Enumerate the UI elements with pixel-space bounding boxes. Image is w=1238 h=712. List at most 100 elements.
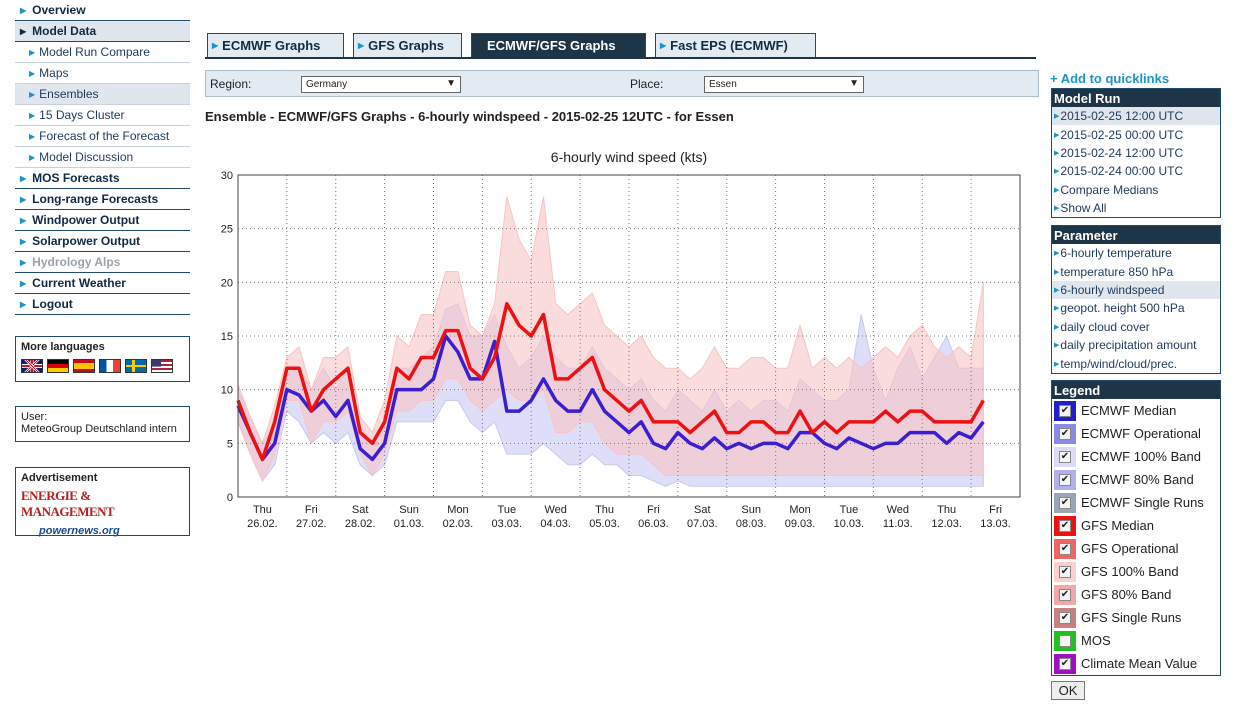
tab-arrow-icon: ▶	[660, 41, 667, 50]
nav-arrow-icon: ▶	[20, 236, 27, 246]
page-title: Ensemble - ECMWF/GFS Graphs - 6-hourly w…	[205, 109, 734, 124]
legend-item-gfs-operational[interactable]: ✔ GFS Operational	[1052, 537, 1220, 560]
model_run-items-item[interactable]: ▶ 2015-02-24 00:00 UTC	[1052, 162, 1220, 180]
legend-item-gfs-median[interactable]: ✔ GFS Median	[1052, 514, 1220, 537]
nav-item-windpower-output[interactable]: ▶ Windpower Output	[15, 210, 190, 231]
tab-underline	[205, 57, 1036, 59]
nav-item-current-weather[interactable]: ▶ Current Weather	[15, 273, 190, 294]
x-tick-date: 28.02.	[345, 518, 376, 530]
list-arrow-icon: ▶	[1054, 305, 1060, 313]
tab-label: ECMWF Graphs	[222, 38, 321, 53]
nav-item-logout[interactable]: ▶ Logout	[15, 294, 190, 315]
legend-item-climate-mean-value[interactable]: ✔ Climate Mean Value	[1052, 652, 1220, 675]
legend-checkbox[interactable]: ✔	[1059, 519, 1071, 532]
y-tick-label: 25	[221, 224, 233, 236]
nav-item-model-discussion[interactable]: ▶ Model Discussion	[15, 147, 190, 168]
parameter-items-item[interactable]: ▶ geopot. height 500 hPa	[1052, 299, 1220, 317]
parameter-items-item[interactable]: ▶ 6-hourly windspeed	[1052, 280, 1220, 300]
legend-item-gfs-single-runs[interactable]: ✔ GFS Single Runs	[1052, 606, 1220, 629]
flag-fr-icon[interactable]	[99, 359, 121, 373]
tab-fast-eps[interactable]: ▶ Fast EPS (ECMWF)	[655, 33, 816, 57]
nav-arrow-icon: ▶	[20, 299, 27, 309]
legend-checkbox[interactable]: ✔	[1059, 496, 1071, 509]
nav-item-label: Hydrology Alps	[32, 255, 121, 269]
model_run-items-item[interactable]: ▶ 2015-02-24 12:00 UTC	[1052, 144, 1220, 162]
legend-item-gfs-80-band[interactable]: ✔ GFS 80% Band	[1052, 583, 1220, 606]
flag-gb-icon[interactable]	[21, 359, 43, 373]
flag-se-icon[interactable]	[125, 359, 147, 373]
legend-checkbox[interactable]: ✔	[1059, 404, 1071, 417]
model_run-items-item[interactable]: ▶ Compare Medians	[1052, 181, 1220, 199]
list-item-label: 2015-02-24 12:00 UTC	[1060, 145, 1184, 160]
parameter-items-item[interactable]: ▶ 6-hourly temperature	[1052, 244, 1220, 262]
y-tick-label: 5	[227, 438, 233, 450]
ok-button[interactable]: OK	[1051, 681, 1085, 700]
x-tick-day: Thu	[253, 504, 272, 516]
legend-checkbox[interactable]: ✔	[1059, 450, 1071, 463]
parameter-items-item[interactable]: ▶ temp/wind/cloud/prec.	[1052, 354, 1220, 372]
nav-item-model-data[interactable]: ▶ Model Data	[15, 21, 190, 42]
nav-item-ensembles[interactable]: ▶ Ensembles	[15, 84, 190, 105]
tab-ecmwf-graphs[interactable]: ▶ ECMWF Graphs	[207, 33, 344, 57]
tab-label: ECMWF/GFS Graphs	[487, 38, 616, 53]
flag-us-icon[interactable]	[151, 359, 173, 373]
legend-item-ecmwf-single-runs[interactable]: ✔ ECMWF Single Runs	[1052, 491, 1220, 514]
model_run-items-item[interactable]: ▶ Show All	[1052, 199, 1220, 217]
flag-es-icon[interactable]	[73, 359, 95, 373]
legend-item-ecmwf-80-band[interactable]: ✔ ECMWF 80% Band	[1052, 468, 1220, 491]
ad-logo-bottom: powernews.org	[39, 525, 120, 537]
list-item-label: temp/wind/cloud/prec.	[1060, 356, 1178, 371]
flag-de-icon[interactable]	[47, 359, 69, 373]
legend-item-ecmwf-100-band[interactable]: ✔ ECMWF 100% Band	[1052, 445, 1220, 468]
ad-logo-top: ENERGIE & MANAGEMENT	[21, 488, 115, 519]
legend-checkbox[interactable]: ✔	[1059, 611, 1071, 624]
legend-checkbox[interactable]: ✔	[1059, 657, 1071, 670]
nav-item-overview[interactable]: ▶ Overview	[15, 0, 190, 21]
tab-ecmwf-gfs-graphs[interactable]: ECMWF/GFS Graphs	[471, 33, 646, 57]
nav-item-label: Overview	[32, 3, 86, 17]
list-arrow-icon: ▶	[1054, 149, 1060, 157]
legend-checkbox[interactable]	[1059, 634, 1071, 647]
legend-label: GFS 80% Band	[1081, 587, 1172, 602]
list-arrow-icon: ▶	[1054, 360, 1060, 368]
legend-checkbox[interactable]: ✔	[1059, 565, 1071, 578]
parameter-items-item[interactable]: ▶ daily precipitation amount	[1052, 336, 1220, 354]
legend-swatch: ✔	[1054, 446, 1076, 467]
nav-item-long-range-forecasts[interactable]: ▶ Long-range Forecasts	[15, 189, 190, 210]
x-tick-date: 13.03.	[980, 518, 1011, 530]
tab-gfs-graphs[interactable]: ▶ GFS Graphs	[353, 33, 462, 57]
model_run-items-item[interactable]: ▶ 2015-02-25 00:00 UTC	[1052, 125, 1220, 143]
legend-checkbox[interactable]: ✔	[1059, 427, 1071, 440]
legend-swatch: ✔	[1054, 492, 1076, 513]
x-tick-date: 02.03.	[443, 518, 474, 530]
legend-title: Legend	[1052, 381, 1220, 399]
nav-arrow-icon: ▶	[29, 89, 36, 99]
parameter-items-item[interactable]: ▶ temperature 850 hPa	[1052, 262, 1220, 280]
legend-checkbox[interactable]: ✔	[1059, 542, 1071, 555]
list-arrow-icon: ▶	[1054, 113, 1060, 121]
parameter-items-item[interactable]: ▶ daily cloud cover	[1052, 318, 1220, 336]
y-tick-label: 20	[221, 277, 233, 289]
region-select[interactable]: Germany ▼	[301, 76, 461, 93]
nav-item-solarpower-output[interactable]: ▶ Solarpower Output	[15, 231, 190, 252]
legend-item-gfs-100-band[interactable]: ✔ GFS 100% Band	[1052, 560, 1220, 583]
legend-swatch: ✔	[1054, 400, 1076, 421]
nav-arrow-icon: ▶	[29, 47, 36, 57]
nav-item-model-run-compare[interactable]: ▶ Model Run Compare	[15, 42, 190, 63]
x-tick-day: Sat	[694, 504, 711, 516]
advertisement-banner[interactable]: ENERGIE & MANAGEMENT powernews.org	[21, 488, 184, 537]
nav-item-15-days-cluster[interactable]: ▶ 15 Days Cluster	[15, 105, 190, 126]
legend-checkbox[interactable]: ✔	[1059, 473, 1071, 486]
nav-item-maps[interactable]: ▶ Maps	[15, 63, 190, 84]
place-select[interactable]: Essen ▼	[704, 76, 864, 93]
legend-item-ecmwf-median[interactable]: ✔ ECMWF Median	[1052, 399, 1220, 422]
model_run-items-item[interactable]: ▶ 2015-02-25 12:00 UTC	[1052, 107, 1220, 126]
list-item-label: 6-hourly windspeed	[1060, 282, 1165, 297]
legend-item-ecmwf-operational[interactable]: ✔ ECMWF Operational	[1052, 422, 1220, 445]
add-to-quicklinks-link[interactable]: + Add to quicklinks	[1050, 71, 1170, 86]
nav-item-hydrology-alps[interactable]: ▶ Hydrology Alps	[15, 252, 190, 273]
nav-item-forecast-of-the-forecast[interactable]: ▶ Forecast of the Forecast	[15, 126, 190, 147]
legend-checkbox[interactable]: ✔	[1059, 588, 1071, 601]
legend-item-mos[interactable]: MOS	[1052, 629, 1220, 652]
nav-item-mos-forecasts[interactable]: ▶ MOS Forecasts	[15, 168, 190, 189]
